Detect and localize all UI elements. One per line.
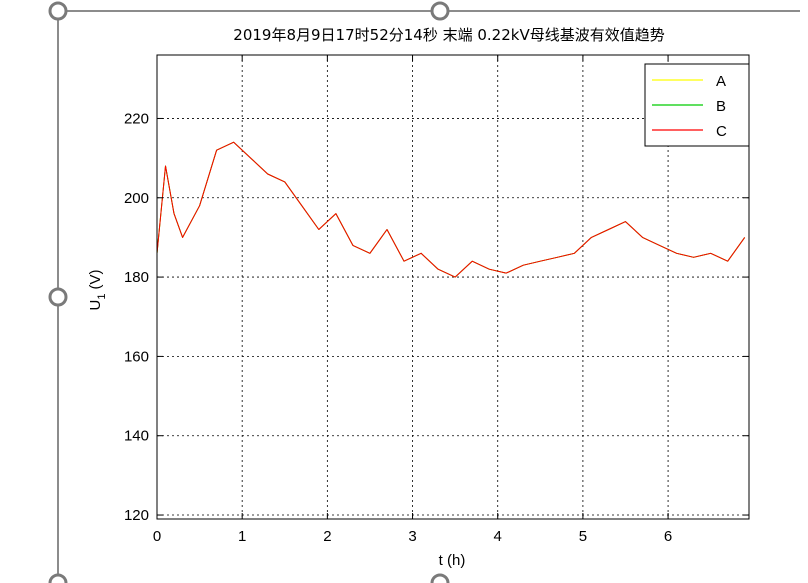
resize-handle-bottom-left[interactable] xyxy=(48,573,68,583)
legend-label-c: C xyxy=(716,123,727,140)
legend-label-a: A xyxy=(716,73,726,90)
x-tick-label: 0 xyxy=(153,528,161,545)
axis-ticks: 0 1 2 3 4 5 6 120 140 160 180 200 220 xyxy=(124,55,749,545)
plot-border xyxy=(156,54,750,520)
y-tick-label: 140 xyxy=(124,428,149,445)
svg-text:U1(V): U1 (V) xyxy=(87,270,108,311)
resize-handle-middle-left[interactable] xyxy=(48,287,68,307)
y-axis-label-unit: (V) xyxy=(87,270,104,290)
y-tick-label: 160 xyxy=(124,348,149,365)
selection-frame[interactable] xyxy=(48,1,800,583)
y-tick-label: 180 xyxy=(124,269,149,286)
resize-handle-bottom-middle[interactable] xyxy=(430,573,450,583)
x-tick-label: 4 xyxy=(494,528,502,545)
resize-handle-top-middle[interactable] xyxy=(430,1,450,21)
legend: A B C xyxy=(644,63,750,147)
grid-lines xyxy=(157,55,749,519)
y-tick-label: 220 xyxy=(124,110,149,127)
x-tick-label: 6 xyxy=(664,528,672,545)
series-line-c xyxy=(156,141,746,278)
y-axis-label-subscript: 1 xyxy=(96,294,108,300)
resize-handle-top-left[interactable] xyxy=(48,1,68,21)
x-tick-label: 2 xyxy=(323,528,331,545)
y-axis-label-symbol: U xyxy=(87,300,104,311)
x-axis-label: t (h) xyxy=(439,552,466,569)
series-layer xyxy=(156,141,746,278)
x-tick-label: 5 xyxy=(579,528,587,545)
y-tick-label: 200 xyxy=(124,190,149,207)
legend-label-b: B xyxy=(716,98,726,115)
x-tick-label: 3 xyxy=(408,528,416,545)
x-tick-label: 1 xyxy=(238,528,246,545)
chart-title: 2019年8月9日17时52分14秒 末端 0.22kV母线基波有效值趋势 xyxy=(233,26,664,44)
y-axis-label: U1 (V) xyxy=(87,270,108,311)
y-tick-label: 120 xyxy=(124,507,149,524)
